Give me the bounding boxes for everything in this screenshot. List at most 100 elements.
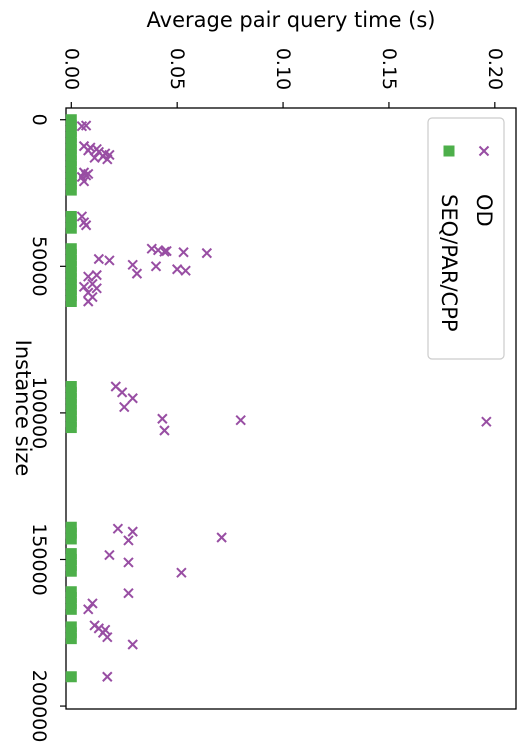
x-marker-stroke xyxy=(102,154,113,165)
x-marker-stroke xyxy=(127,259,138,271)
x-marker-stroke xyxy=(83,271,94,282)
x-marker-stroke xyxy=(171,264,183,275)
data-point xyxy=(180,265,191,276)
value-axis-ticks: 0.00 0.05 0.10 0.15 0.20 xyxy=(60,48,506,108)
x-marker-stroke xyxy=(178,247,189,258)
value-tick-label: 0.15 xyxy=(378,48,400,90)
size-tick-label: 200000 xyxy=(28,670,50,743)
data-point xyxy=(65,249,77,261)
data-point xyxy=(83,604,94,615)
value-tick-label: 0.10 xyxy=(272,48,294,90)
x-marker-stroke xyxy=(76,171,88,183)
series-layer xyxy=(65,114,492,683)
data-point xyxy=(65,166,77,178)
data-point xyxy=(65,416,77,428)
data-point xyxy=(119,401,130,413)
x-marker-stroke xyxy=(91,269,102,281)
data-point xyxy=(65,422,77,434)
x-marker-stroke xyxy=(123,557,134,568)
data-point xyxy=(65,278,77,290)
data-point xyxy=(150,261,162,272)
data-point xyxy=(481,416,492,427)
x-marker-stroke xyxy=(216,532,227,543)
legend-label: OD xyxy=(472,194,496,227)
legend: OD SEQ/PAR/CPP xyxy=(427,117,505,360)
x-marker-stroke xyxy=(116,387,128,398)
data-point xyxy=(127,259,138,271)
data-point xyxy=(65,521,77,533)
data-point xyxy=(178,247,189,258)
x-marker-stroke xyxy=(87,598,98,609)
data-point xyxy=(127,639,138,650)
x-marker-stroke xyxy=(159,246,170,257)
data-point xyxy=(65,114,77,126)
data-point xyxy=(80,220,92,231)
data-point xyxy=(159,425,170,436)
data-point xyxy=(87,598,98,609)
x-marker-stroke xyxy=(150,261,162,272)
x-marker-stroke xyxy=(112,523,124,534)
x-marker-stroke xyxy=(127,526,138,537)
size-axis-ticks: 0 50000 100000 150000 200000 xyxy=(28,114,66,743)
x-marker-stroke xyxy=(159,425,170,436)
x-marker-stroke xyxy=(104,549,115,561)
value-tick-label: 0.20 xyxy=(484,48,506,90)
data-point xyxy=(161,245,172,257)
data-point xyxy=(65,155,77,167)
data-point xyxy=(65,284,77,296)
x-marker-stroke xyxy=(76,120,88,132)
data-point xyxy=(65,633,77,645)
data-point xyxy=(65,290,77,302)
data-point xyxy=(76,120,88,132)
data-point xyxy=(176,567,187,578)
data-point xyxy=(91,283,102,294)
data-point xyxy=(65,295,77,307)
data-point xyxy=(123,557,134,568)
data-point xyxy=(123,587,134,599)
data-point xyxy=(65,137,77,149)
data-point xyxy=(65,621,77,633)
data-point xyxy=(102,671,113,682)
value-tick-label: 0.00 xyxy=(60,48,82,90)
size-tick-label: 150000 xyxy=(28,523,50,596)
data-point xyxy=(65,216,77,228)
value-tick-label: 0.05 xyxy=(166,48,188,90)
series-od xyxy=(76,120,492,682)
data-point xyxy=(65,565,77,577)
data-point xyxy=(65,184,77,196)
data-point xyxy=(65,627,77,639)
data-point xyxy=(65,597,77,609)
data-point xyxy=(123,535,134,546)
data-point xyxy=(65,386,77,398)
data-point xyxy=(65,553,77,565)
data-point xyxy=(65,143,77,155)
x-marker-stroke xyxy=(201,247,213,259)
data-point xyxy=(65,272,77,284)
x-axis-title: Instance size xyxy=(11,340,35,477)
x-marker-stroke xyxy=(76,211,88,222)
data-point xyxy=(78,176,90,187)
data-point xyxy=(65,260,77,272)
data-point xyxy=(65,266,77,278)
data-point xyxy=(216,532,227,543)
legend-marker xyxy=(478,145,490,157)
x-marker-stroke xyxy=(127,393,138,404)
x-marker-stroke xyxy=(131,268,143,279)
data-point xyxy=(65,404,77,416)
data-point xyxy=(65,178,77,190)
x-marker-stroke xyxy=(123,535,134,546)
data-point xyxy=(65,210,77,222)
data-point xyxy=(65,125,77,137)
x-marker-stroke xyxy=(127,639,138,650)
legend-box xyxy=(427,117,505,360)
data-point xyxy=(65,131,77,143)
data-point xyxy=(65,671,77,683)
x-marker-stroke xyxy=(123,587,134,599)
data-point xyxy=(65,172,77,184)
data-point xyxy=(65,548,77,560)
legend-label: SEQ/PAR/CPP xyxy=(437,194,461,332)
data-point xyxy=(104,549,115,561)
data-point xyxy=(89,152,100,164)
x-marker-stroke xyxy=(83,604,94,615)
